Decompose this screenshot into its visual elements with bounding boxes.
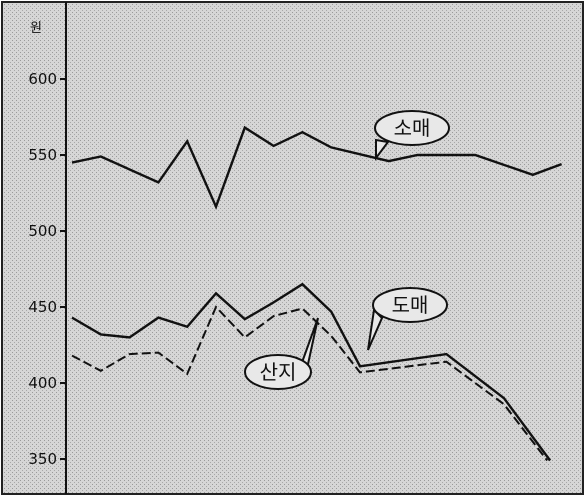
callout-label: 도매 — [392, 293, 429, 317]
y-tick-label: 500 — [28, 222, 57, 240]
callout-label: 산지 — [260, 360, 297, 384]
y-unit-label: 원 — [30, 21, 42, 36]
callout-label: 소매 — [394, 116, 431, 140]
series-line-산지 — [71, 305, 548, 462]
series-line-도매 — [71, 282, 552, 462]
y-tick-label: 400 — [28, 374, 57, 392]
callout-bubble — [372, 287, 448, 323]
callout-pointer — [375, 138, 390, 161]
y-tick-label: 600 — [28, 70, 57, 88]
callout-bubble — [374, 110, 450, 146]
callout-소매: 소매 — [374, 110, 450, 161]
series-line-소매 — [71, 125, 563, 210]
y-tick-label: 350 — [28, 450, 57, 468]
callout-산지: 산지 — [244, 317, 319, 390]
callout-bubble — [244, 354, 312, 390]
y-tick-label: 450 — [28, 298, 57, 316]
callout-도매: 도매 — [367, 287, 448, 351]
y-tick-label: 550 — [28, 146, 57, 164]
